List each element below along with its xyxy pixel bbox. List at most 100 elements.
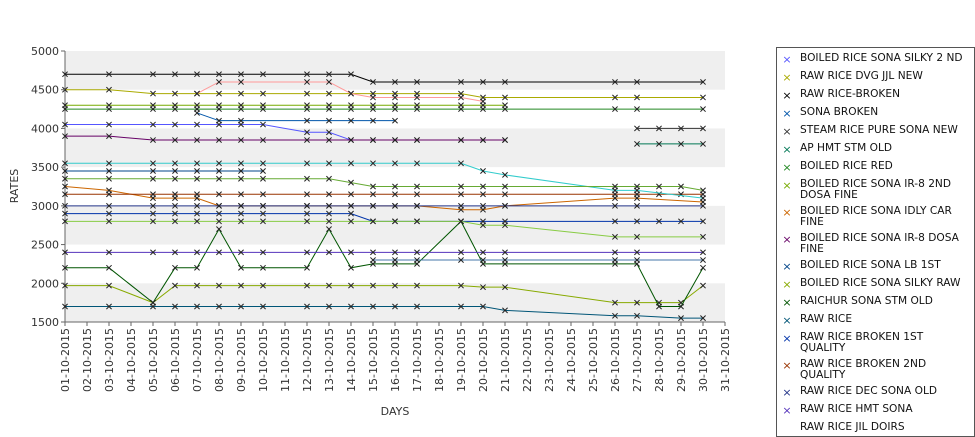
data-point-cross-b	[194, 168, 200, 174]
data-point-cross-b	[700, 195, 706, 202]
data-point	[612, 312, 618, 319]
data-point	[238, 202, 244, 209]
data-point	[326, 129, 332, 136]
data-point-cross-b	[172, 168, 178, 174]
data-point	[194, 102, 200, 109]
data-point-cross-b	[172, 218, 178, 225]
data-point-cross-b	[194, 249, 200, 256]
data-point-cross-b	[238, 117, 244, 124]
data-point-cross-b	[304, 218, 310, 225]
data-point-cross-b	[150, 191, 156, 198]
data-point	[260, 121, 266, 128]
data-point-cross-b	[348, 202, 354, 209]
legend: × BOILED RICE SONA SILKY 2 ND × RAW RICE DV…	[776, 47, 975, 437]
data-point-cross-b	[216, 79, 222, 85]
legend-item: × BOILED RICE SONA SILKY RAW	[777, 278, 974, 292]
y-tick-label: 5000	[31, 45, 59, 58]
data-point-cross-b	[326, 137, 332, 143]
data-point-cross-b	[260, 175, 266, 182]
data-point-cross-b	[172, 137, 178, 143]
grid-bands	[65, 51, 725, 322]
data-point-cross-b	[172, 303, 178, 310]
data-point	[656, 303, 662, 310]
data-point	[656, 218, 662, 225]
data-point-cross-b	[150, 137, 156, 143]
data-point	[260, 102, 266, 109]
data-point	[172, 137, 178, 143]
data-point-cross-b	[700, 249, 706, 256]
data-point	[106, 160, 112, 167]
data-point-cross-b	[150, 210, 156, 217]
data-point-cross-b	[414, 202, 420, 209]
series-17	[62, 249, 706, 256]
x-tick-label: 12-10-2015	[301, 328, 314, 392]
data-point	[304, 210, 310, 217]
data-point-cross-b	[678, 315, 684, 322]
data-point	[634, 106, 640, 113]
data-point	[348, 191, 354, 198]
data-point	[62, 133, 68, 140]
data-point	[260, 249, 266, 256]
data-point-cross-b	[392, 117, 398, 124]
data-point	[612, 79, 618, 85]
data-point-cross-b	[260, 137, 266, 143]
data-point	[414, 218, 420, 225]
legend-item: × RAICHUR SONA STM OLD	[777, 295, 974, 310]
legend-item: × STEAM RICE PURE SONA NEW	[777, 124, 974, 139]
data-point-cross-b	[150, 168, 156, 174]
data-point	[216, 160, 222, 167]
data-point	[656, 140, 662, 147]
data-point	[194, 121, 200, 128]
data-point-cross-b	[502, 183, 508, 190]
x-tick-label: 04-10-2015	[125, 328, 138, 392]
data-point	[172, 249, 178, 256]
data-point	[370, 160, 376, 167]
data-point-cross-b	[392, 94, 398, 101]
data-point	[414, 160, 420, 167]
legend-label: RAICHUR SONA STM OLD	[800, 295, 933, 307]
legend-marker-icon: ×	[782, 404, 792, 417]
y-axis-title: RATES	[8, 169, 21, 204]
data-point	[238, 168, 244, 174]
data-point	[612, 249, 618, 256]
legend-marker-icon: ×	[782, 332, 792, 345]
data-point-cross-b	[348, 303, 354, 310]
data-point-cross-b	[304, 137, 310, 143]
data-point	[480, 168, 486, 174]
data-point-cross-b	[458, 249, 464, 256]
data-point-cross-b	[172, 175, 178, 182]
data-point-cross-b	[238, 160, 244, 167]
data-point	[392, 257, 398, 264]
data-point	[370, 191, 376, 198]
legend-label: RAW RICE BROKEN 2ND QUALITY	[800, 358, 927, 381]
data-point	[62, 168, 68, 174]
data-point-cross-b	[348, 210, 354, 217]
data-point	[612, 106, 618, 113]
legend-marker-icon: ×	[782, 278, 792, 291]
legend-label: STEAM RICE PURE SONA NEW	[800, 124, 958, 136]
data-point	[370, 137, 376, 143]
data-point	[392, 183, 398, 190]
data-point	[172, 121, 178, 128]
data-point	[370, 282, 376, 289]
data-point	[612, 218, 618, 225]
data-point-cross-b	[106, 191, 112, 198]
y-tick-label: 3500	[31, 161, 59, 174]
series-20	[62, 218, 706, 240]
data-point	[62, 210, 68, 217]
data-point-cross-b	[634, 202, 640, 209]
legend-item-partial: RAW RICE JIL DOIRS	[777, 422, 974, 435]
legend-label: BOILED RICE SONA IR-8 DOSA FINE	[800, 232, 959, 255]
data-point-cross-b	[634, 106, 640, 113]
data-point-cross-b	[150, 160, 156, 167]
data-point-cross-b	[414, 94, 420, 101]
data-point	[194, 71, 200, 78]
data-point	[172, 282, 178, 289]
data-point-cross-b	[678, 183, 684, 190]
data-point-cross-b	[260, 102, 266, 109]
data-point	[634, 183, 640, 190]
data-point	[634, 312, 640, 319]
series-16	[62, 202, 706, 209]
data-point	[700, 315, 706, 322]
data-point-cross-b	[458, 102, 464, 109]
